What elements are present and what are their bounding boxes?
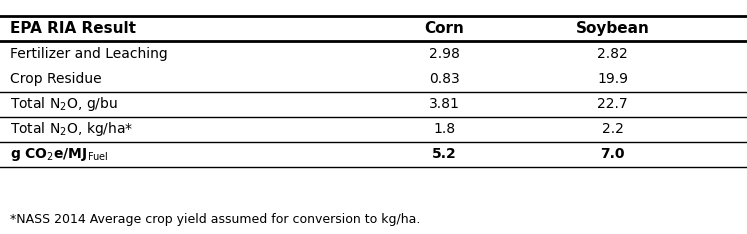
Text: Soybean: Soybean [576,22,649,37]
Text: Total N$_2$O, kg/ha*: Total N$_2$O, kg/ha* [10,120,133,138]
Text: 5.2: 5.2 [432,147,457,161]
Text: 22.7: 22.7 [598,97,627,111]
Text: Fertilizer and Leaching: Fertilizer and Leaching [10,47,167,61]
Text: 1.8: 1.8 [433,122,456,136]
Text: EPA RIA Result: EPA RIA Result [10,22,136,37]
Text: g CO$_2$e/MJ$_{\mathrm{Fuel}}$: g CO$_2$e/MJ$_{\mathrm{Fuel}}$ [10,146,108,163]
Text: 19.9: 19.9 [597,72,628,86]
Text: 2.82: 2.82 [597,47,628,61]
Text: Corn: Corn [424,22,465,37]
Text: 7.0: 7.0 [601,147,624,161]
Text: 2.2: 2.2 [601,122,624,136]
Text: 2.98: 2.98 [429,47,460,61]
Text: *NASS 2014 Average crop yield assumed for conversion to kg/ha.: *NASS 2014 Average crop yield assumed fo… [10,213,420,227]
Text: Total N$_2$O, g/bu: Total N$_2$O, g/bu [10,95,117,113]
Text: Crop Residue: Crop Residue [10,72,102,86]
Text: 3.81: 3.81 [429,97,460,111]
Text: 0.83: 0.83 [429,72,460,86]
